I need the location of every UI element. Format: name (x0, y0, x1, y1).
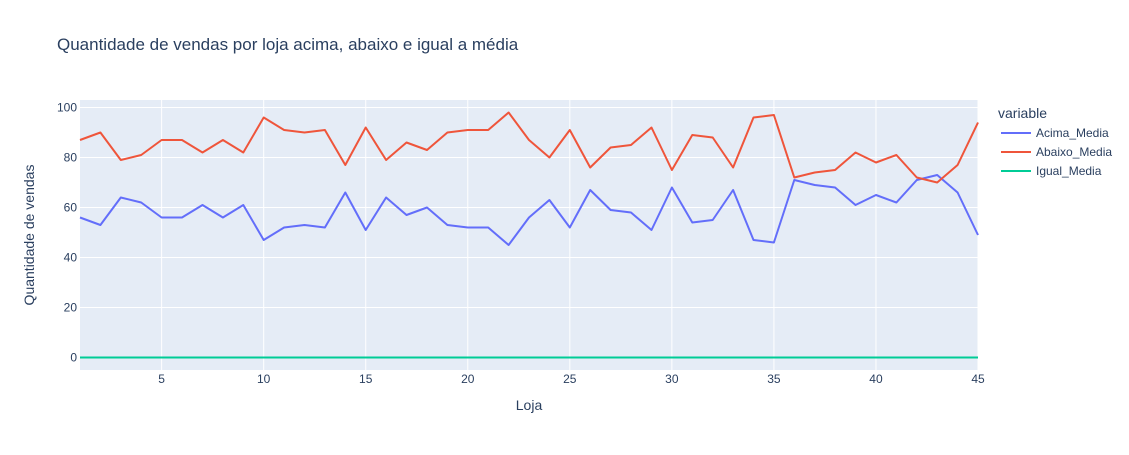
x-tick-label: 15 (359, 372, 373, 386)
series-line-abaixo-media (79, 111, 979, 184)
y-tick-label: 20 (64, 301, 78, 315)
legend-item-abaixo-media[interactable]: Abaixo_Media (1001, 145, 1112, 159)
axis-tick-labels: 5 10 15 20 25 30 35 40 45 0 20 40 60 80 100 (57, 101, 985, 387)
y-tick-label: 80 (64, 151, 78, 165)
x-tick-label: 25 (563, 372, 577, 386)
y-tick-label: 40 (64, 251, 78, 265)
y-axis-label: Quantidade de vendas (21, 165, 37, 306)
x-axis-label: Loja (516, 397, 543, 413)
x-tick-label: 20 (461, 372, 475, 386)
legend-label: Abaixo_Media (1036, 145, 1112, 159)
legend-label: Igual_Media (1036, 164, 1102, 178)
series-lines (79, 111, 979, 359)
x-tick-label: 45 (971, 372, 985, 386)
series-line-acima-media (79, 174, 979, 246)
x-tick-label: 5 (158, 372, 165, 386)
y-tick-label: 60 (64, 201, 78, 215)
x-tick-label: 10 (257, 372, 271, 386)
legend-label: Acima_Media (1036, 126, 1109, 140)
chart-title: Quantidade de vendas por loja acima, aba… (57, 35, 519, 54)
y-tick-label: 0 (70, 351, 77, 365)
legend-title: variable (998, 105, 1047, 121)
x-tick-label: 40 (869, 372, 883, 386)
legend-item-igual-media[interactable]: Igual_Media (1001, 164, 1102, 178)
x-tick-label: 35 (767, 372, 781, 386)
legend: variable Acima_Media Abaixo_Media Igual_Me… (998, 105, 1112, 178)
y-tick-label: 100 (57, 101, 77, 115)
legend-items: Acima_Media Abaixo_Media Igual_Media (1001, 126, 1112, 178)
legend-item-acima-media[interactable]: Acima_Media (1001, 126, 1109, 140)
x-tick-label: 30 (665, 372, 679, 386)
